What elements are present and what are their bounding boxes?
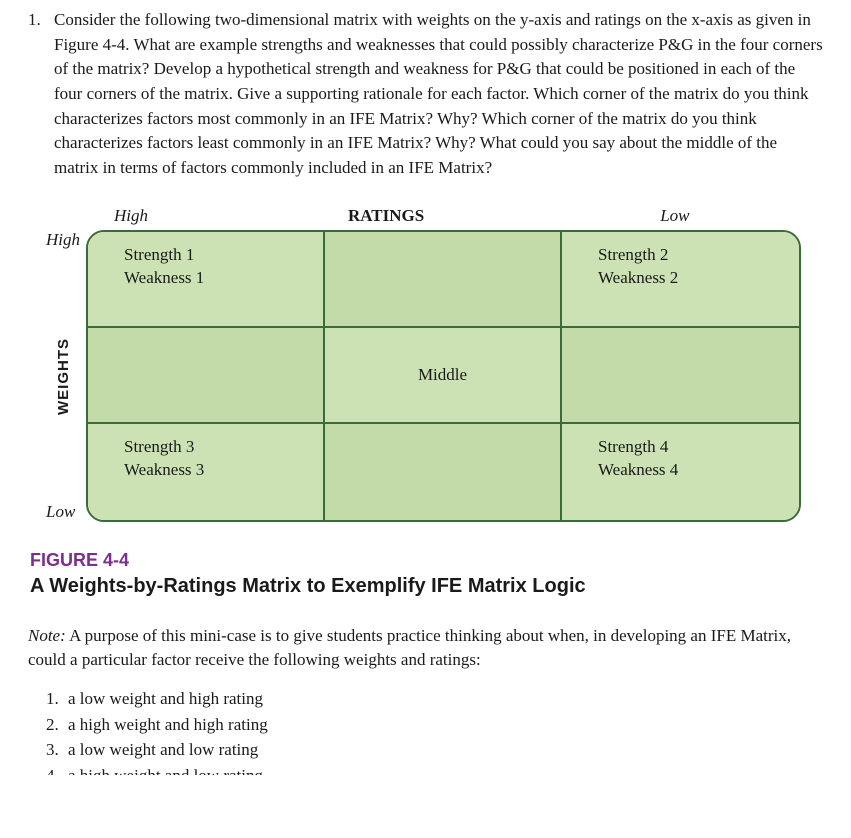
- weights-axis-title: WEIGHTS: [55, 338, 72, 415]
- note-label: Note:: [28, 626, 66, 645]
- ratings-low-label: Low: [660, 206, 689, 226]
- weights-axis: High WEIGHTS Low: [46, 230, 86, 522]
- ratings-axis-header: High RATINGS Low: [98, 206, 823, 226]
- list-item-text: a low weight and high rating: [68, 686, 263, 712]
- list-item: 1.a low weight and high rating: [46, 686, 823, 712]
- cell-bottom-mid: [325, 424, 562, 520]
- cell-top-left: Strength 1 Weakness 1: [88, 232, 325, 328]
- cell-br-strength: Strength 4: [598, 436, 789, 459]
- cell-tl-weakness: Weakness 1: [124, 267, 313, 290]
- question-body: Consider the following two-dimensional m…: [54, 10, 823, 177]
- cell-br-weakness: Weakness 4: [598, 459, 789, 482]
- weights-high-label: High: [46, 230, 80, 250]
- cell-tr-strength: Strength 2: [598, 244, 789, 267]
- cell-bottom-right: Strength 4 Weakness 4: [562, 424, 799, 520]
- cell-mid-right: [562, 328, 799, 424]
- cell-bl-weakness: Weakness 3: [124, 459, 313, 482]
- list-item: 2.a high weight and high rating: [46, 712, 823, 738]
- cell-tl-strength: Strength 1: [124, 244, 313, 267]
- list-item-number: 2.: [46, 712, 68, 738]
- cutoff-row: 4.a high weight and low rating: [46, 763, 823, 775]
- list-item-text: a low weight and low rating: [68, 737, 258, 763]
- list-item: 4.a high weight and low rating: [46, 763, 823, 775]
- cell-tr-weakness: Weakness 2: [598, 267, 789, 290]
- list-item-number: 4.: [46, 763, 68, 775]
- note-block: Note: A purpose of this mini-case is to …: [28, 624, 823, 774]
- matrix-grid: Strength 1 Weakness 1 Strength 2 Weaknes…: [86, 230, 801, 522]
- cell-mid-left: [88, 328, 325, 424]
- cell-top-right: Strength 2 Weakness 2: [562, 232, 799, 328]
- list-item-text: a high weight and low rating: [68, 763, 263, 775]
- figure-caption: FIGURE 4-4 A Weights-by-Ratings Matrix t…: [28, 550, 823, 598]
- list-item-number: 3.: [46, 737, 68, 763]
- note-list: 1.a low weight and high rating 2.a high …: [28, 686, 823, 775]
- cell-middle: Middle: [325, 328, 562, 424]
- list-item: 3.a low weight and low rating: [46, 737, 823, 763]
- cell-middle-label: Middle: [418, 364, 467, 387]
- list-item-text: a high weight and high rating: [68, 712, 268, 738]
- ratings-axis-title: RATINGS: [348, 206, 424, 226]
- matrix-figure: High RATINGS Low High WEIGHTS Low Streng…: [28, 206, 823, 522]
- cell-bottom-left: Strength 3 Weakness 3: [88, 424, 325, 520]
- note-text: A purpose of this mini-case is to give s…: [28, 626, 791, 669]
- list-item-number: 1.: [46, 686, 68, 712]
- ratings-high-label: High: [114, 206, 148, 226]
- page-content: 1. Consider the following two-dimensiona…: [0, 0, 851, 775]
- question-text: Consider the following two-dimensional m…: [54, 8, 823, 180]
- cell-top-mid: [325, 232, 562, 328]
- question-number: 1.: [28, 8, 48, 33]
- matrix-body: High WEIGHTS Low Strength 1 Weakness 1 S…: [46, 230, 823, 522]
- figure-title: A Weights-by-Ratings Matrix to Exemplify…: [30, 575, 823, 598]
- weights-low-label: Low: [46, 502, 75, 522]
- question-block: 1. Consider the following two-dimensiona…: [28, 8, 823, 180]
- figure-number: FIGURE 4-4: [30, 550, 823, 571]
- cell-bl-strength: Strength 3: [124, 436, 313, 459]
